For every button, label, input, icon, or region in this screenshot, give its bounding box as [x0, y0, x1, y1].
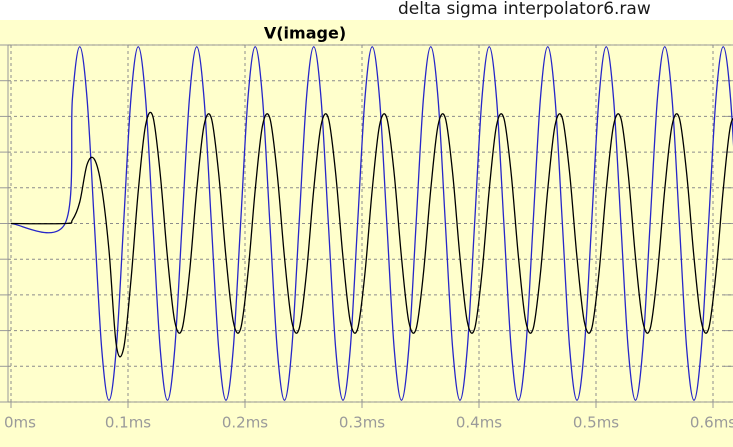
trace-line [10, 111, 733, 358]
x-tick-label: 0.2ms [222, 414, 268, 432]
x-tick-label: 0.1ms [105, 414, 151, 432]
x-tick-label: 0ms [4, 414, 36, 432]
x-tick-label: 0.5ms [573, 414, 619, 432]
x-tick-label: 0.4ms [456, 414, 502, 432]
title-bar [0, 0, 733, 20]
traces [10, 46, 733, 401]
trace-line [10, 46, 733, 401]
grid: 0ms 0.1ms 0.2ms 0.3ms 0.4ms 0.5ms 0.6ms [0, 44, 733, 432]
x-tick-label: 0.6ms [690, 414, 733, 432]
x-tick-label: 0.3ms [339, 414, 385, 432]
trace-label: V(image) [264, 24, 346, 43]
window-title: delta sigma interpolator6.raw [398, 0, 651, 19]
